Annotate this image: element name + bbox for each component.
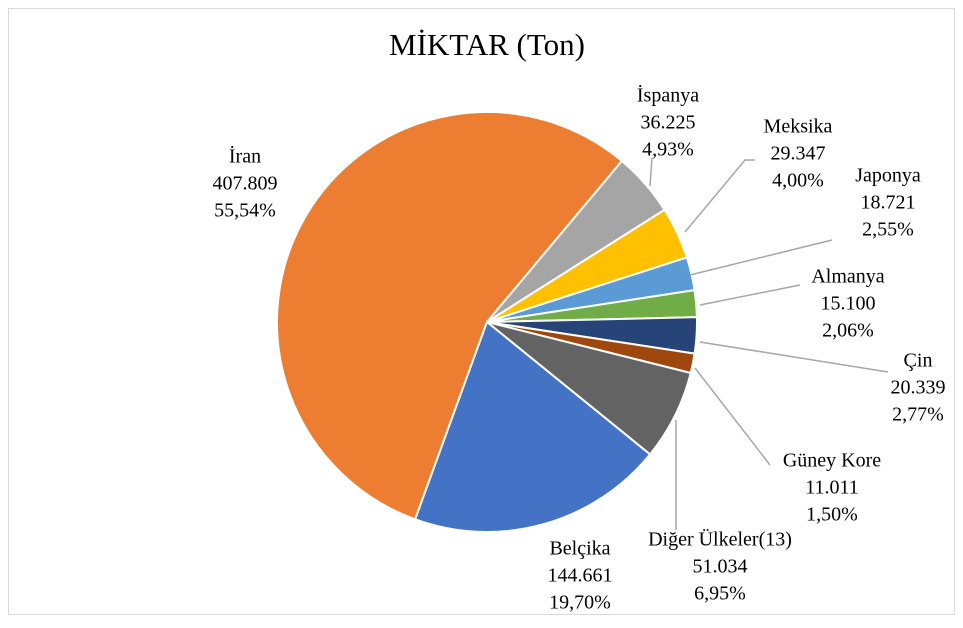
leader-line (684, 159, 755, 233)
data-label-name: Almanya (811, 266, 884, 288)
data-label-value: 51.034 (693, 556, 748, 578)
data-label-name: İspanya (637, 84, 699, 107)
data-label-name: Japonya (855, 165, 921, 187)
data-label-percent: 2,55% (862, 219, 914, 241)
pie-slice (276, 111, 624, 521)
data-label-value: 20.339 (891, 377, 946, 399)
data-label-value: 36.225 (641, 112, 696, 134)
data-label-percent: 6,95% (694, 583, 746, 605)
leader-line (689, 239, 833, 276)
data-label-percent: 4,93% (642, 139, 694, 161)
data-label-percent: 55,54% (214, 200, 276, 222)
data-label-value: 407.809 (213, 173, 278, 195)
leader-line (699, 284, 801, 306)
data-label-name: Güney Kore (783, 450, 881, 472)
data-label-percent: 1,50% (806, 504, 858, 526)
data-label-name: Çin (904, 350, 933, 372)
data-label-value: 11.011 (805, 477, 859, 499)
data-label-value: 18.721 (861, 192, 916, 214)
pie-slice (413, 320, 652, 533)
data-label-name: Belçika (549, 538, 610, 560)
chart-title: MİKTAR (Ton) (389, 27, 585, 62)
data-label-percent: 2,77% (892, 404, 944, 426)
data-label-name: Diğer Ülkeler(13) (648, 528, 792, 551)
data-label-percent: 2,06% (822, 320, 874, 342)
data-label-name: İran (229, 145, 261, 168)
leader-line (694, 367, 771, 466)
data-label-percent: 19,70% (549, 592, 611, 614)
leader-line (649, 157, 653, 187)
data-label-name: Meksika (764, 116, 833, 138)
data-label-percent: 4,00% (772, 170, 824, 192)
data-label-value: 15.100 (821, 293, 876, 315)
data-label-value: 29.347 (771, 143, 826, 165)
leader-line (699, 341, 889, 373)
data-label-value: 144.661 (548, 565, 613, 587)
